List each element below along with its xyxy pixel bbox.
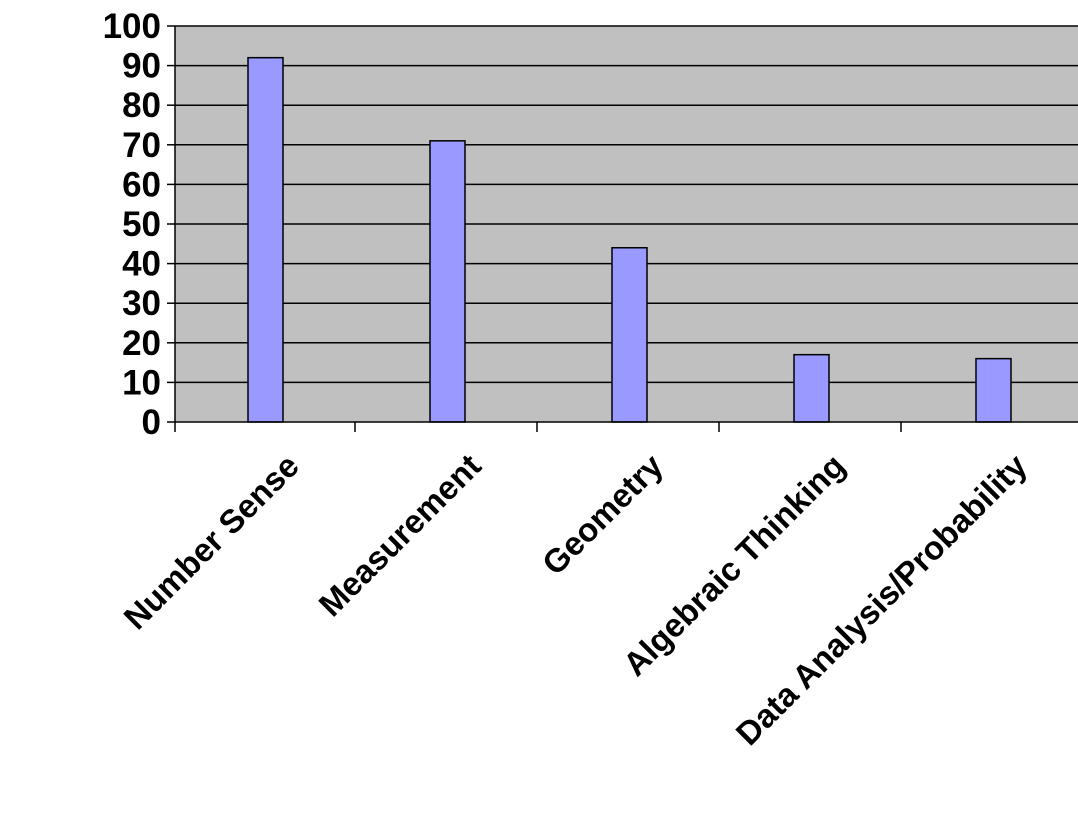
y-tick-label: 90: [122, 47, 161, 86]
bar-number-sense: [247, 56, 284, 423]
y-tick-label: 10: [122, 363, 161, 402]
x-category-labels: Number Sense Measurement GeometryAlgebraic…: [116, 446, 1034, 752]
x-category-label: Measurement: [311, 447, 488, 624]
bar-geometry: [611, 247, 648, 423]
bar-measurement: [429, 140, 466, 423]
y-tick-label: 70: [122, 126, 161, 165]
y-tick-label: 30: [122, 284, 161, 323]
y-tick-label: 20: [122, 324, 161, 363]
y-tick-label: 0: [142, 403, 161, 442]
bar-algebraic-thinking: [793, 353, 830, 423]
y-tick-label: 60: [122, 165, 161, 204]
y-tick-label: 40: [122, 245, 161, 284]
x-category-label: Number Sense: [116, 447, 306, 637]
bars: [247, 56, 1012, 423]
x-category-label: Data Analysis/Probability: [729, 446, 1035, 752]
axes: [167, 25, 1078, 432]
bar-data-analysis-probability: [975, 357, 1012, 423]
x-category-label: Geometry: [535, 446, 671, 582]
y-tick-label: 80: [122, 86, 161, 125]
y-tick-label: 100: [103, 7, 161, 46]
y-tick-label: 50: [122, 205, 161, 244]
